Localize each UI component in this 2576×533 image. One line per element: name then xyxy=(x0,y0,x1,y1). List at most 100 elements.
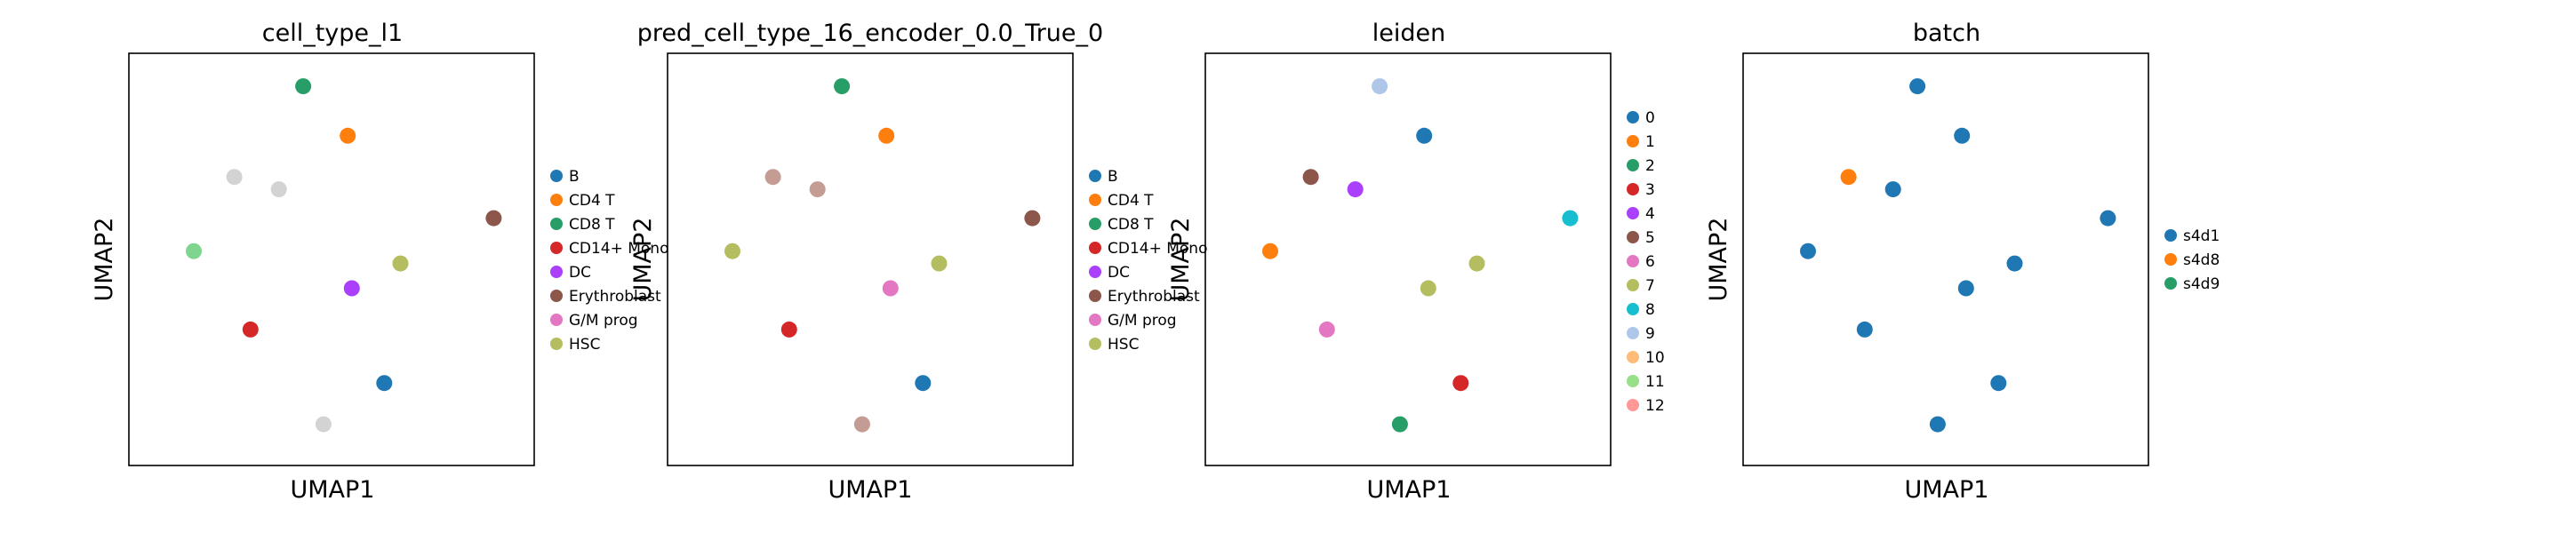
x-axis-label: UMAP1 xyxy=(1905,476,1989,504)
cluster-point xyxy=(1929,416,1946,433)
legend-marker xyxy=(550,194,563,206)
legend-marker xyxy=(2164,277,2177,290)
legend: B CD4 T CD8 T CD14+ Mono DC Erythroblast G/M p… xyxy=(1089,168,1207,354)
panel-title: batch xyxy=(1913,20,1980,47)
cluster-point xyxy=(1452,375,1469,392)
plot-frame xyxy=(1204,52,1612,466)
legend-label: 11 xyxy=(1645,373,1665,391)
legend-marker xyxy=(1089,242,1101,254)
legend-label: G/M prog xyxy=(1108,312,1177,330)
cluster-point xyxy=(226,169,243,186)
legend-label: 6 xyxy=(1645,253,1655,271)
legend-marker xyxy=(550,218,563,230)
cluster-point xyxy=(780,321,797,338)
legend-marker xyxy=(1089,338,1101,350)
legend-marker xyxy=(1627,255,1639,267)
cluster-point xyxy=(1562,210,1579,227)
x-axis-label: UMAP1 xyxy=(291,476,375,504)
cluster-point xyxy=(882,280,899,297)
plot-frame xyxy=(128,52,535,466)
legend-marker xyxy=(1089,290,1101,302)
legend-label: 12 xyxy=(1645,397,1665,415)
legend-marker xyxy=(2164,229,2177,242)
legend-marker xyxy=(550,290,563,302)
cluster-point xyxy=(1262,243,1278,259)
legend-label: CD8 T xyxy=(1108,216,1154,234)
panel-title: cell_type_l1 xyxy=(262,20,403,47)
legend-marker xyxy=(550,170,563,182)
panel-pred-cell-type: pred_cell_type_16_encoder_0.0_True_0 UMA… xyxy=(629,20,1207,504)
cluster-point xyxy=(1024,210,1041,227)
legend-label: DC xyxy=(569,264,591,282)
cluster-point xyxy=(764,169,781,186)
cluster-point xyxy=(295,78,312,95)
legend-label: CD4 T xyxy=(569,192,615,210)
cluster-point xyxy=(1957,280,1974,297)
legend-label: s4d9 xyxy=(2183,275,2220,293)
cluster-point xyxy=(2006,255,2023,272)
legend-label: s4d1 xyxy=(2183,227,2220,245)
cluster-point xyxy=(1391,416,1408,433)
legend-label: 2 xyxy=(1645,157,1655,175)
legend-label: 9 xyxy=(1645,325,1655,343)
cluster-point xyxy=(1420,280,1436,297)
cluster-point xyxy=(1468,255,1485,272)
legend-label: 5 xyxy=(1645,229,1655,247)
legend-marker xyxy=(2164,253,2177,266)
legend-marker xyxy=(1089,170,1101,182)
y-axis-label: UMAP2 xyxy=(91,218,118,302)
legend-label: HSC xyxy=(569,336,600,354)
legend-marker xyxy=(1627,327,1639,339)
cluster-point xyxy=(315,416,332,433)
legend-marker xyxy=(1627,351,1639,363)
plot-area xyxy=(1800,78,2116,433)
cluster-point xyxy=(809,181,826,198)
legend-label: s4d8 xyxy=(2183,251,2220,269)
legend-marker xyxy=(1089,266,1101,278)
cluster-point xyxy=(2100,210,2116,227)
legend-marker xyxy=(1627,207,1639,219)
legend-label: 7 xyxy=(1645,277,1655,295)
legend-marker xyxy=(1089,218,1101,230)
plot-area xyxy=(1262,78,1579,433)
plot-area xyxy=(186,78,502,433)
legend-label: CD14+ Mono xyxy=(1108,240,1207,258)
cluster-point xyxy=(343,280,360,297)
legend: s4d1 s4d8 s4d9 xyxy=(2164,227,2220,293)
legend-marker xyxy=(1627,183,1639,195)
legend-label: 1 xyxy=(1645,133,1655,151)
legend-label: 0 xyxy=(1645,109,1655,127)
panel-title: leiden xyxy=(1372,20,1445,47)
legend-label: CD8 T xyxy=(569,216,615,234)
x-axis-label: UMAP1 xyxy=(1367,476,1452,504)
legend-label: DC xyxy=(1108,264,1130,282)
cluster-point xyxy=(1840,169,1857,186)
panel-cell-type-l1: cell_type_l1 UMAP1 UMAP2 B CD4 T CD8 T CD14… xyxy=(91,20,668,504)
y-axis-label: UMAP2 xyxy=(1705,218,1732,302)
legend-label: 4 xyxy=(1645,205,1655,223)
plot-area xyxy=(724,78,1041,433)
legend-label: Erythroblast xyxy=(569,288,661,306)
legend-marker xyxy=(1627,135,1639,147)
cluster-point xyxy=(834,78,851,95)
legend-label: Erythroblast xyxy=(1108,288,1200,306)
cluster-point xyxy=(1954,127,1971,144)
legend-marker xyxy=(550,242,563,254)
legend-marker xyxy=(550,338,563,350)
legend-label: HSC xyxy=(1108,336,1139,354)
legend-marker xyxy=(1627,111,1639,123)
cluster-point xyxy=(270,181,287,198)
cluster-point xyxy=(186,243,202,259)
cluster-point xyxy=(242,321,259,338)
cluster-point xyxy=(376,375,393,392)
cluster-point xyxy=(1372,78,1388,95)
cluster-point xyxy=(392,255,409,272)
legend-label: 3 xyxy=(1645,181,1655,199)
cluster-point xyxy=(1800,243,1816,259)
y-axis-label: UMAP2 xyxy=(1167,218,1195,302)
legend-label: CD14+ Mono xyxy=(569,240,668,258)
